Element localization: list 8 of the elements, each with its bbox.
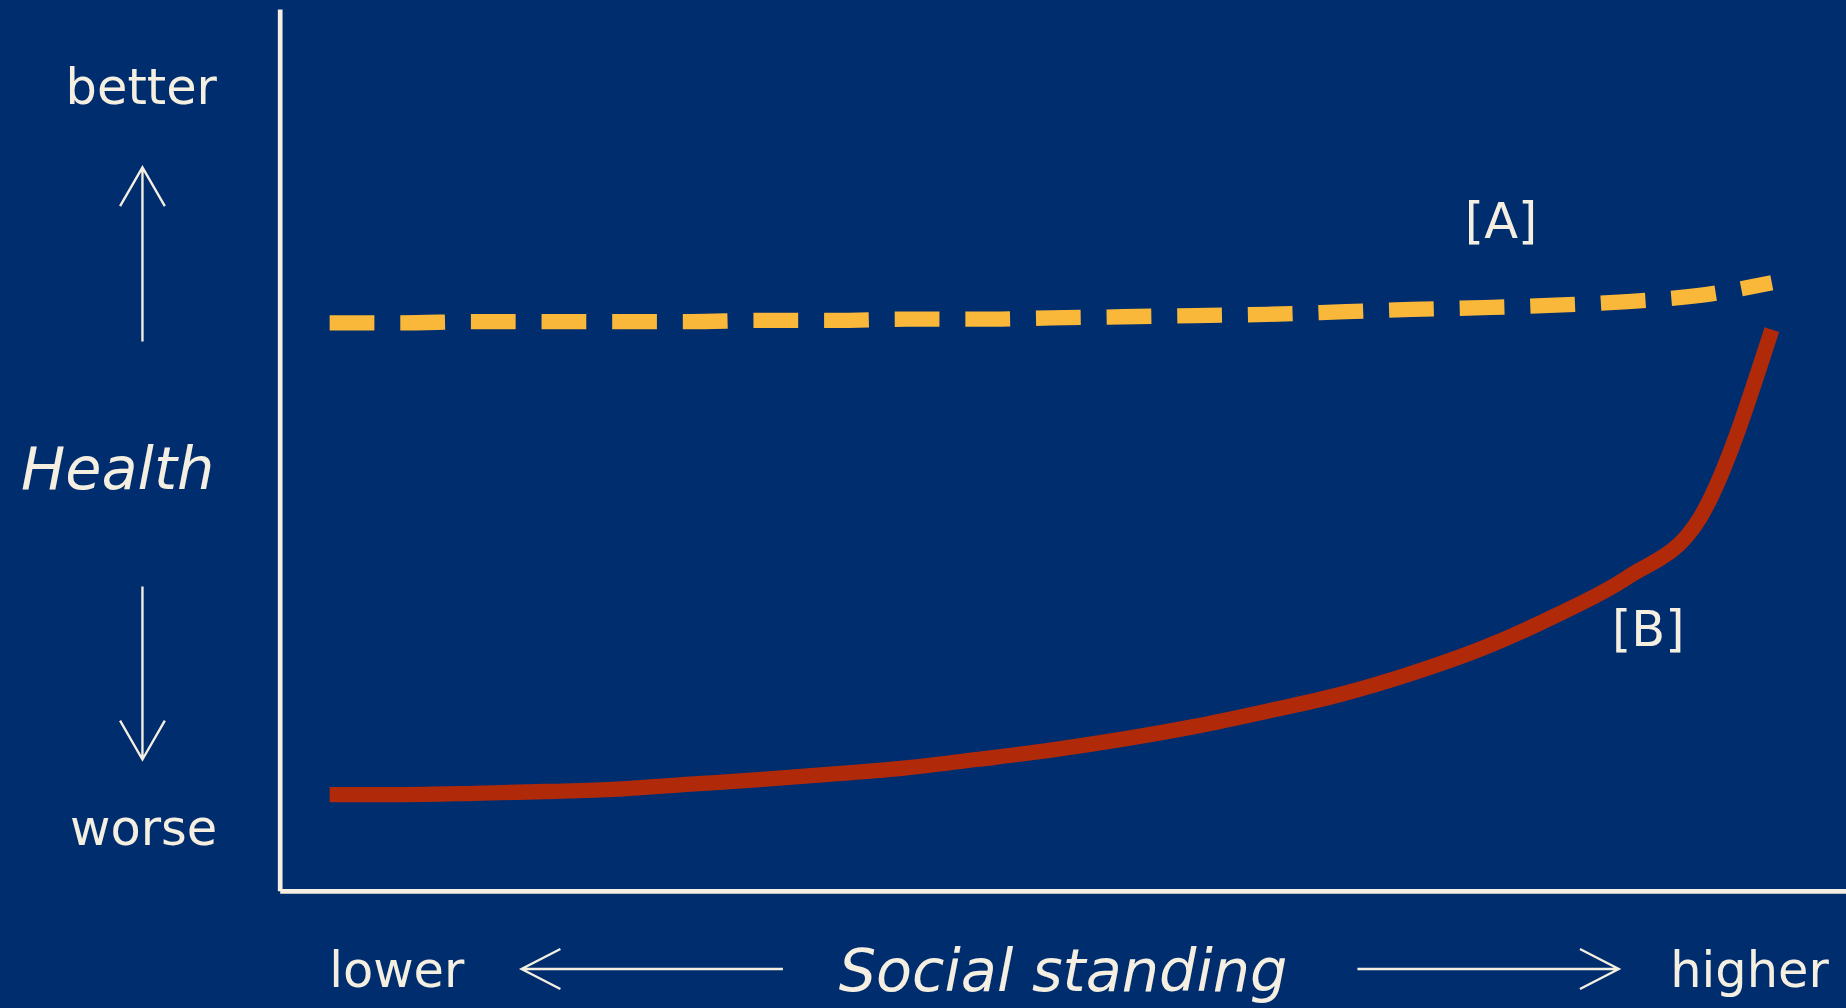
- series-label: [A]: [1464, 191, 1538, 250]
- series-label: [B]: [1611, 599, 1685, 658]
- y-axis-title: Health: [21, 433, 215, 503]
- text: better: [65, 57, 218, 116]
- text: higher: [1670, 940, 1830, 999]
- text: lower: [329, 940, 465, 999]
- x-axis-title: Social standing: [838, 936, 1288, 1006]
- text: worse: [70, 799, 218, 858]
